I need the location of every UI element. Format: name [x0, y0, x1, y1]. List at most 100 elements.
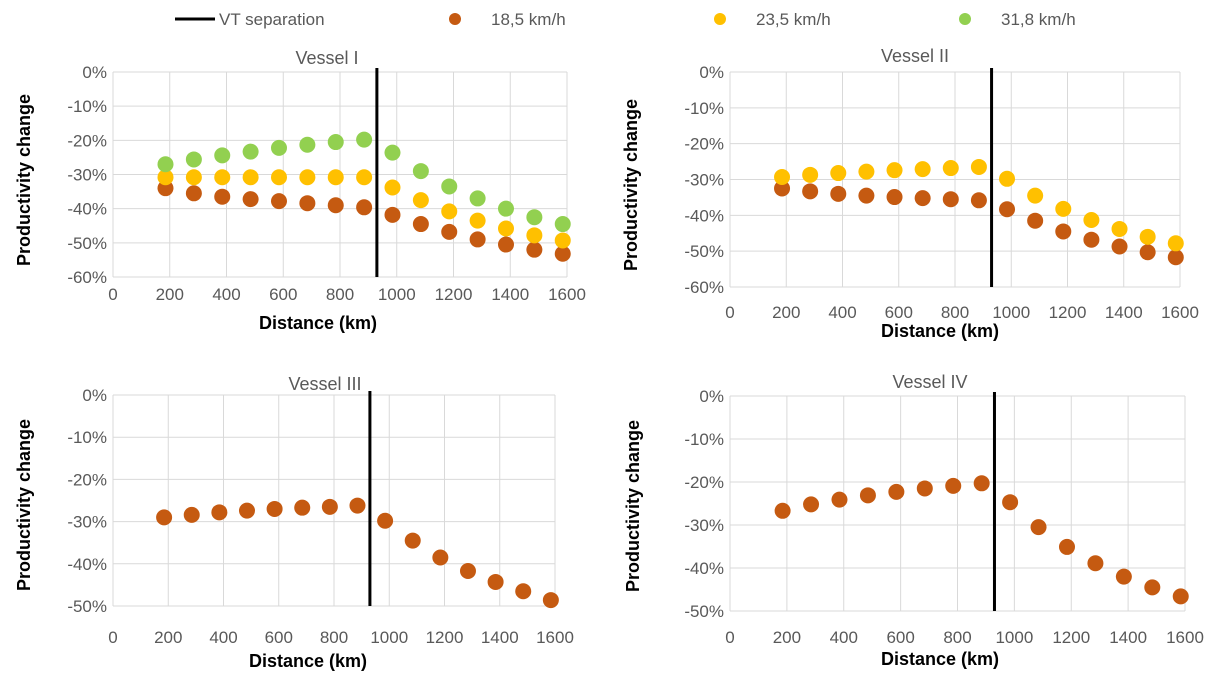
data-point — [802, 183, 819, 200]
x-tick-label: 1600 — [1166, 628, 1204, 647]
data-point — [432, 549, 449, 566]
x-tick-label: 1400 — [491, 285, 529, 304]
data-point — [515, 583, 532, 600]
data-point — [384, 206, 401, 223]
data-point — [459, 562, 476, 579]
data-point — [327, 197, 344, 214]
data-point — [469, 231, 486, 248]
x-tick-label: 1000 — [992, 303, 1030, 322]
y-tick-label: -50% — [67, 234, 107, 253]
y-tick-label: -40% — [67, 555, 107, 574]
data-point — [1055, 200, 1072, 217]
data-point — [554, 232, 571, 249]
data-point — [185, 185, 202, 202]
data-point — [554, 216, 571, 233]
x-tick-label: 600 — [265, 628, 293, 647]
data-point — [914, 161, 931, 178]
data-point — [858, 187, 875, 204]
data-point — [356, 169, 373, 186]
legend-marker — [959, 13, 971, 25]
y-tick-label: -50% — [67, 597, 107, 616]
legend-label: VT separation — [219, 10, 325, 29]
data-point — [774, 502, 791, 519]
chart-title: Vessel II — [881, 46, 949, 66]
legend: VT separation 18,5 km/h 23,5 km/h 31,8 km/h — [175, 10, 1076, 29]
chart-title: Vessel I — [295, 48, 358, 68]
data-point — [321, 498, 338, 515]
data-point — [469, 190, 486, 207]
chart-vessel-1: 0% -10% -20% -30% -40% -50% -60%0 200 400 600 800 1… — [14, 48, 586, 333]
data-point — [441, 178, 458, 195]
data-point — [830, 185, 847, 202]
y-tick-label: -20% — [684, 135, 724, 154]
data-point — [497, 200, 514, 217]
data-point — [356, 199, 373, 216]
data-point — [242, 143, 259, 160]
x-tick-label: 400 — [828, 303, 856, 322]
chart-title: Vessel IV — [892, 372, 967, 392]
data-point — [1144, 579, 1161, 596]
data-point — [1027, 187, 1044, 204]
data-point — [238, 502, 255, 519]
x-tick-label: 600 — [885, 303, 913, 322]
data-point — [185, 151, 202, 168]
data-point — [916, 480, 933, 497]
x-tick-label: 200 — [773, 628, 801, 647]
x-tick-label: 1200 — [1049, 303, 1087, 322]
y-tick-label: -10% — [684, 430, 724, 449]
y-tick-label: -20% — [67, 470, 107, 489]
x-tick-label: 600 — [269, 285, 297, 304]
x-tick-label: 0 — [108, 628, 117, 647]
data-point — [294, 499, 311, 516]
data-point — [441, 203, 458, 220]
x-tick-label: 1400 — [481, 628, 519, 647]
y-tick-label: -40% — [684, 206, 724, 225]
data-point — [526, 227, 543, 244]
x-tick-label: 400 — [212, 285, 240, 304]
x-axis-title: Distance (km) — [249, 651, 367, 671]
x-tick-label: 1000 — [995, 628, 1033, 647]
data-point — [1167, 235, 1184, 252]
data-point — [1172, 588, 1189, 605]
chart-vessel-3: 0% -10% -20% -30% -40% -50%0 200 400 600 800 1000 1… — [14, 374, 574, 671]
data-point — [242, 191, 259, 208]
x-axis-title: Distance (km) — [881, 649, 999, 669]
data-point — [412, 163, 429, 180]
data-point — [774, 180, 791, 197]
x-tick-label: 0 — [108, 285, 117, 304]
data-point — [299, 136, 316, 153]
y-tick-label: -20% — [684, 473, 724, 492]
y-tick-label: 0% — [699, 63, 724, 82]
data-point — [831, 491, 848, 508]
data-point — [1115, 568, 1132, 585]
data-point — [270, 193, 287, 210]
x-tick-label: 1600 — [1161, 303, 1199, 322]
x-tick-label: 0 — [725, 303, 734, 322]
x-tick-label: 800 — [320, 628, 348, 647]
data-point — [886, 162, 903, 179]
data-point — [270, 139, 287, 156]
data-point — [1139, 228, 1156, 245]
x-tick-label: 1000 — [378, 285, 416, 304]
x-tick-label: 0 — [725, 628, 734, 647]
x-tick-label: 1400 — [1105, 303, 1143, 322]
data-point — [214, 147, 231, 164]
data-point — [858, 163, 875, 180]
legend-label: 18,5 km/h — [491, 10, 566, 29]
data-point — [802, 166, 819, 183]
x-tick-label: 200 — [154, 628, 182, 647]
y-tick-label: -10% — [684, 99, 724, 118]
y-tick-label: -60% — [684, 278, 724, 297]
x-tick-label: 400 — [830, 628, 858, 647]
data-point — [973, 475, 990, 492]
data-point — [888, 483, 905, 500]
y-tick-label: -30% — [684, 171, 724, 190]
data-point — [299, 195, 316, 212]
data-point — [412, 216, 429, 233]
data-point — [970, 158, 987, 175]
y-tick-label: -30% — [67, 166, 107, 185]
data-point — [183, 506, 200, 523]
y-tick-label: -20% — [67, 131, 107, 150]
data-point — [914, 190, 931, 207]
data-point — [999, 201, 1016, 218]
